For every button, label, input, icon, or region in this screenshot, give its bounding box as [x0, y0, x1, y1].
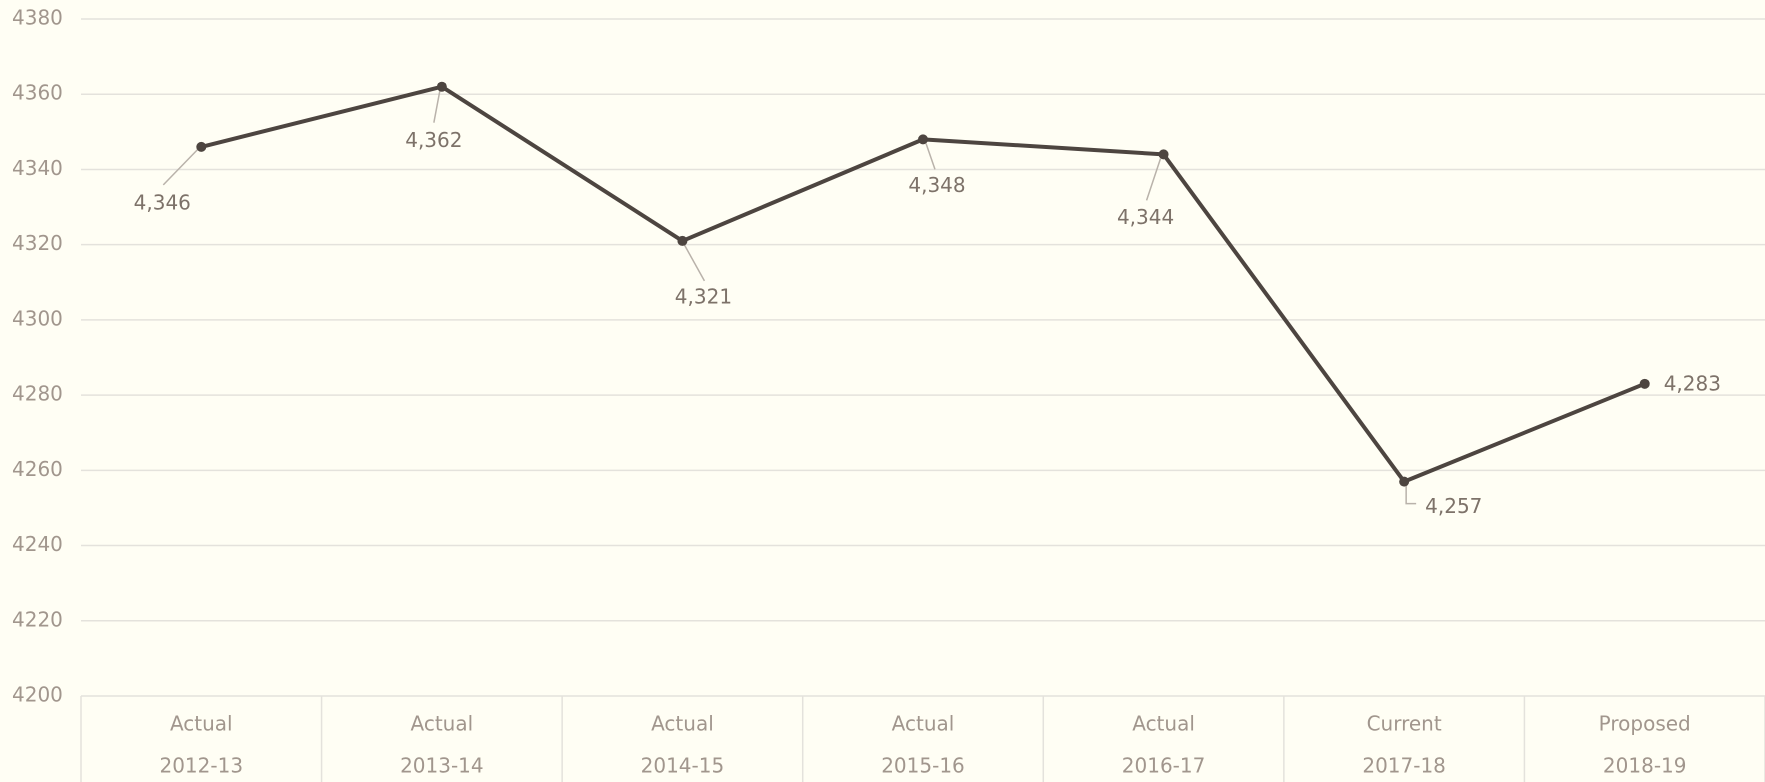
leader-line — [162, 149, 198, 186]
y-tick-label: 4260 — [12, 457, 63, 481]
leader-line — [683, 244, 706, 282]
data-label: 4,362 — [405, 128, 462, 152]
x-tick-group: Actual — [892, 712, 955, 736]
x-tick-label: 2018-19 — [1603, 754, 1687, 778]
data-label: 4,348 — [908, 173, 965, 197]
point — [1399, 476, 1410, 487]
y-tick-label: 4380 — [12, 6, 63, 30]
data-label: 4,321 — [675, 284, 732, 308]
y-tick-label: 4200 — [12, 683, 63, 707]
leader-line — [925, 143, 936, 170]
x-tick-label: 2015-16 — [881, 754, 965, 778]
x-tick-group: Actual — [1132, 712, 1195, 736]
point — [436, 81, 447, 92]
y-tick-label: 4340 — [12, 156, 63, 180]
x-tick-label: 2012-13 — [159, 754, 243, 778]
y-tick-label: 4240 — [12, 532, 63, 556]
x-tick-group: Actual — [411, 712, 474, 736]
x-tick-label: 2014-15 — [641, 754, 725, 778]
data-label: 4,346 — [134, 190, 191, 214]
data-label: 4,283 — [1664, 371, 1721, 395]
y-tick-label: 4280 — [12, 382, 63, 406]
x-tick-group: Current — [1367, 712, 1442, 736]
leader-line — [1405, 485, 1417, 505]
x-tick-label: 2017-18 — [1362, 754, 1446, 778]
x-tick-label: 2013-14 — [400, 754, 484, 778]
point — [196, 141, 207, 152]
point — [1158, 149, 1169, 160]
point — [1639, 378, 1650, 389]
data-label: 4,257 — [1425, 494, 1482, 518]
y-tick-label: 4300 — [12, 306, 63, 330]
y-tick-label: 4220 — [12, 607, 63, 631]
data-label: 4,344 — [1117, 205, 1174, 229]
point — [677, 235, 688, 246]
x-tick-group: Proposed — [1599, 712, 1691, 736]
x-tick-group: Actual — [170, 712, 233, 736]
leader-line — [1145, 158, 1162, 201]
x-tick-label: 2016-17 — [1122, 754, 1206, 778]
y-tick-label: 4360 — [12, 81, 63, 105]
leader-line — [433, 90, 441, 123]
x-tick-group: Actual — [651, 712, 714, 736]
y-tick-label: 4320 — [12, 231, 63, 255]
point — [918, 134, 928, 145]
